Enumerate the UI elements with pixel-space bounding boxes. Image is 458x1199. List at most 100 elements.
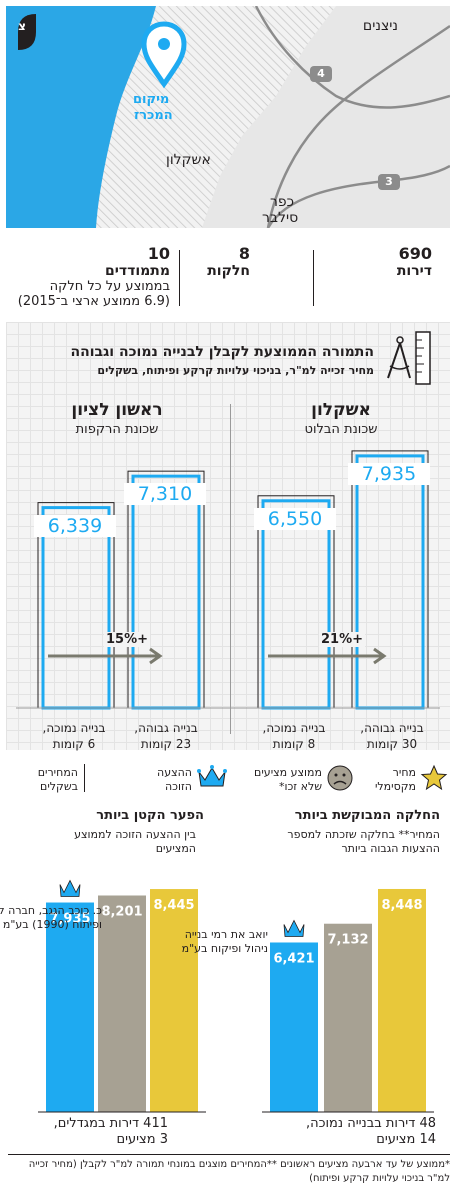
bar-winner — [270, 942, 318, 1112]
bar-value-label: 8,201 — [101, 904, 142, 919]
stat-bidders-sub1: בממוצע על כל חלקה — [49, 279, 170, 294]
road-3-badge: 3 — [378, 174, 400, 190]
bar-value-label: 7,132 — [327, 933, 368, 948]
building-value-ashkelon-low: 6,550 — [254, 507, 336, 530]
winner-line: יואב את רמי בנייה — [184, 928, 268, 941]
north-arrow-icon — [18, 14, 36, 50]
neighborhood-rishon: שכונת הרקפות — [75, 422, 159, 437]
city-name-rishon: ראשון לציון — [71, 400, 163, 420]
caption-line: בנייה גבוהה, — [360, 721, 424, 735]
stat-plots-label: חלקות — [207, 263, 250, 279]
bar-value-label: 8,448 — [381, 898, 422, 913]
stat-divider — [179, 250, 180, 306]
diff-arrow-head — [373, 647, 387, 665]
legend-line: הזוכה — [165, 780, 192, 793]
map-label-kfar-2: סילבר — [262, 210, 299, 226]
diff-ashkelon: +21% — [319, 632, 366, 647]
caption-line: בנייה נמוכה, — [42, 721, 106, 735]
winner-line: כ. כוכב הגגב, חברה לבניין — [0, 904, 102, 917]
legend-line: ממוצע מציעים — [254, 766, 322, 779]
bar-avg-losers — [98, 895, 146, 1112]
winner-line: ופיתוח (1990) בע"מ — [2, 918, 102, 931]
building-high-outline — [131, 474, 201, 710]
diff-arrow-head — [149, 647, 163, 665]
map-label-location-2: המכרז — [134, 108, 173, 123]
chart1-subtitle: המחיר** בחלקה שזכתה למספר ההצעות הגבוה ב… — [287, 828, 440, 856]
caption-line: 411 דירות במגדלים, — [53, 1116, 168, 1131]
star-icon — [420, 764, 448, 791]
road-4-badge: 4 — [310, 66, 332, 82]
footnote-divider — [8, 1154, 450, 1155]
caption-line: 3 מציעים — [116, 1132, 168, 1147]
map-label-ashkelon: אשקלון — [166, 152, 211, 168]
chart2-subtitle: בין ההצעה הזוכה לממוצע המציעים — [74, 828, 196, 856]
road-4-line — [266, 24, 450, 228]
map-label-nitzanim: ניצנים — [362, 18, 398, 34]
crown-icon — [283, 919, 305, 937]
bar-value-label: 8,445 — [153, 898, 194, 913]
caption-line: 6 קומות — [52, 737, 96, 751]
legend-max-price: מחיר מקסימלי — [375, 766, 416, 794]
legend-shekels: המחירים בשקלים — [38, 766, 78, 794]
stat-apartments-label: דירות — [396, 263, 432, 279]
sea-area — [6, 6, 156, 228]
stat-bidders-number: 10 — [147, 244, 170, 263]
caption-rishon-low: בנייה נמוכה, 6 קומות — [26, 720, 122, 752]
subtitle-line: בין ההצעה הזוכה לממוצע — [74, 828, 196, 841]
bar-max — [378, 888, 426, 1112]
caption-line: בנייה נמוכה, — [262, 721, 326, 735]
winner-line: ניהול ופיקוח בע"מ — [181, 942, 268, 955]
map-graphic — [6, 6, 450, 228]
bar-max — [150, 889, 198, 1112]
chart1-winner-name: יואב את רמי בנייה ניהול ופיקוח בע"מ — [182, 928, 268, 956]
location-pin-icon — [141, 21, 187, 89]
shekel-divider — [84, 764, 85, 792]
stat-bidders-sub2: (6.9 ממוצע ארצי ב־2015) — [17, 294, 170, 309]
north-label: צ — [18, 19, 26, 33]
stat-divider — [313, 250, 314, 306]
building-value-rishon-high: 7,310 — [124, 483, 206, 506]
comparison-panel: התמורה הממוצעת לקבלן לבנייה נמוכה וגבוהה… — [6, 322, 450, 752]
chart2-title: הפער הקטן ביותר — [96, 808, 204, 823]
legend-line: ההצעה — [157, 766, 192, 779]
caption-line: 8 קומות — [272, 737, 316, 751]
neighborhood-ashkelon: שכונת הבלוט — [304, 422, 378, 437]
diff-rishon: +15% — [104, 632, 151, 647]
crown-icon — [59, 879, 81, 897]
legend-avg-losers: ממוצע מציעים שלא זכו* — [254, 766, 322, 794]
legend-winner: ההצעה הזוכה — [157, 766, 192, 794]
building-low-outline — [261, 499, 331, 710]
building-high-outline — [355, 454, 425, 710]
map-label-kfar-1: כפר — [270, 194, 295, 210]
stat-apartments-number: 690 — [398, 244, 432, 263]
caption-line: 23 קומות — [140, 737, 192, 751]
buildings-chart — [16, 450, 440, 710]
subtitle-line: ההצעות הגבוה ביותר — [341, 842, 440, 855]
bar-avg-losers — [324, 923, 372, 1112]
caption-rishon-high: בנייה גבוהה, 23 קומות — [118, 720, 214, 752]
caption-line: 14 מציעים — [376, 1132, 436, 1147]
panel-title: התמורה הממוצעת לקבלן לבנייה נמוכה וגבוהה — [70, 344, 374, 360]
building-low-outline — [41, 506, 111, 710]
caption-ashkelon-high: בנייה גבוהה, 30 קומות — [344, 720, 440, 752]
panel-subtitle: מחיר זכייה למ"ר, בניכוי עלויות קרקע ופית… — [97, 364, 374, 377]
crown-icon — [197, 765, 227, 787]
caption-line: בנייה גבוהה, — [134, 721, 198, 735]
subtitle-line: המחיר** בחלקה שזכתה למספר — [287, 828, 440, 841]
map-label-location-1: מיקום — [133, 92, 170, 107]
subtitle-line: המציעים — [155, 842, 196, 855]
caption-ashkelon-low: בנייה נמוכה, 8 קומות — [246, 720, 342, 752]
bar-value-label: 7,935 — [49, 912, 90, 927]
road-line — [254, 6, 450, 109]
stat-plots-number: 8 — [238, 244, 250, 263]
city-name-ashkelon: אשקלון — [311, 400, 371, 420]
legend-line: מחיר — [392, 766, 416, 779]
stat-apartments: 690 דירות — [397, 244, 432, 279]
footnote: *ממוצע של עד ארבעה מציעים ראשונים **המחי… — [28, 1159, 450, 1184]
caption-line: 30 קומות — [366, 737, 418, 751]
stat-bidders-label: מתמודדים — [105, 263, 170, 279]
chart2-caption: 411 דירות במגדלים, 3 מציעים — [54, 1116, 168, 1148]
legend-line: מקסימלי — [374, 780, 416, 793]
legend-line: שלא זכו* — [278, 780, 322, 793]
chart2-winner-name: כ. כוכב הגגב, חברה לבניין ופיתוח (1990) … — [0, 904, 102, 932]
